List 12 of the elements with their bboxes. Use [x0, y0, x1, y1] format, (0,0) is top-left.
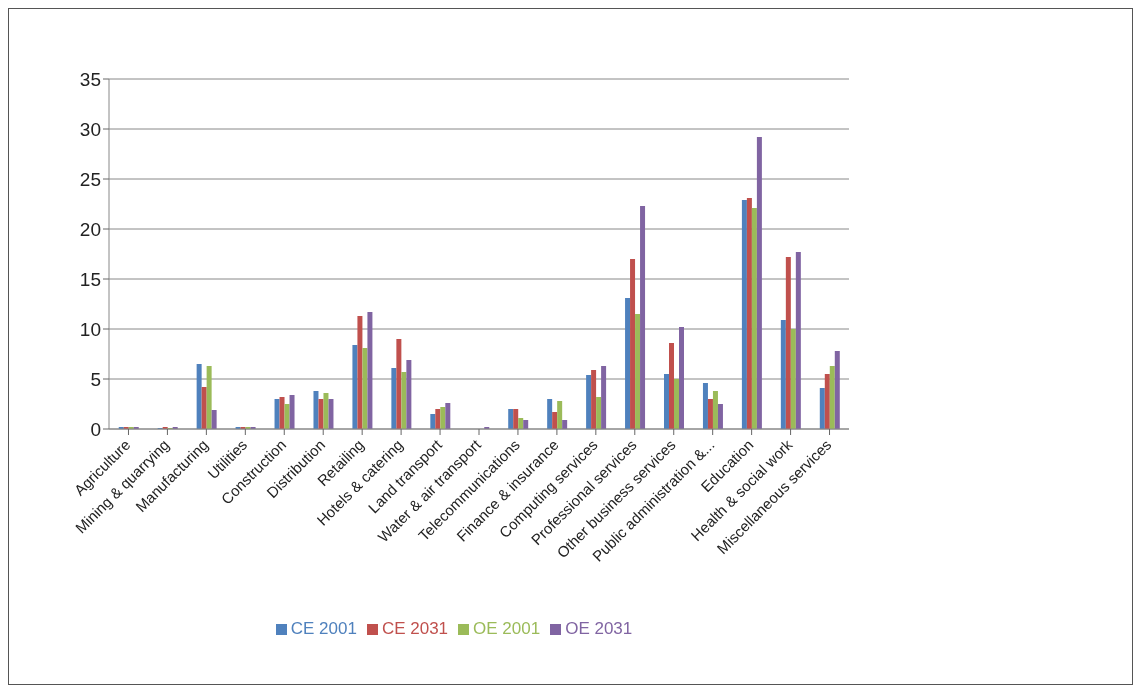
y-tick-label: 20 — [79, 218, 101, 240]
y-tick-label: 10 — [79, 318, 101, 340]
y-tick-label: 5 — [90, 368, 101, 390]
legend-label: OE 2001 — [473, 619, 541, 638]
y-tick-label: 30 — [79, 118, 101, 140]
legend-label: CE 2001 — [290, 619, 357, 638]
y-tick-label: 25 — [79, 168, 101, 190]
legend-label: CE 2031 — [381, 619, 449, 638]
y-tick-label: 0 — [90, 418, 101, 440]
y-tick-label: 15 — [79, 268, 101, 290]
legend-label: OE 2031 — [565, 619, 633, 638]
y-tick-label: 35 — [79, 68, 101, 90]
